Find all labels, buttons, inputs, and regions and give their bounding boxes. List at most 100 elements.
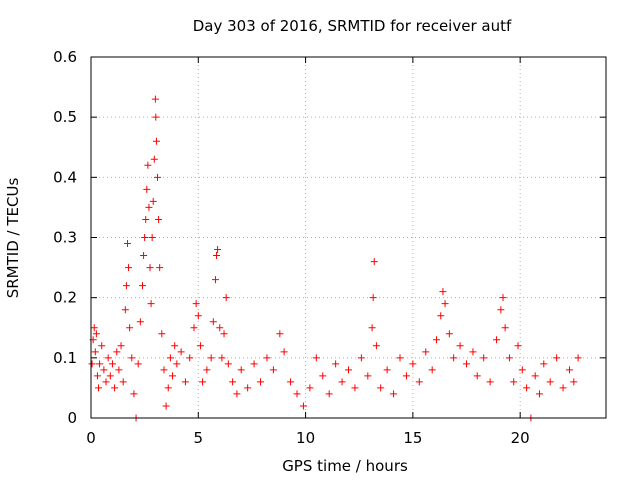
y-axis-label: SRMTID / TECUs	[4, 178, 22, 299]
data-point	[158, 330, 166, 338]
data-point	[237, 366, 245, 374]
data-point	[143, 185, 151, 193]
data-point	[154, 173, 162, 181]
data-point	[156, 264, 164, 272]
y-tick-label: 0.5	[53, 108, 77, 126]
data-point	[199, 378, 207, 386]
data-point	[338, 378, 346, 386]
data-point	[441, 300, 449, 308]
x-tick-label: 15	[403, 429, 422, 447]
data-point	[203, 366, 211, 374]
data-point	[95, 384, 103, 392]
data-point	[325, 390, 333, 398]
x-tick-labels: 0 5 10 15 20	[86, 429, 529, 447]
data-point	[98, 342, 106, 350]
data-point	[351, 384, 359, 392]
data-point	[372, 342, 380, 350]
data-point	[293, 390, 301, 398]
data-point	[147, 300, 155, 308]
data-point	[196, 342, 204, 350]
data-point	[126, 324, 134, 332]
data-point	[499, 294, 507, 302]
data-point	[92, 330, 100, 338]
data-point	[207, 354, 215, 362]
data-point	[93, 372, 101, 380]
data-point	[173, 360, 181, 368]
data-point	[145, 203, 153, 211]
data-point	[364, 372, 372, 380]
data-point	[415, 378, 423, 386]
data-point	[559, 384, 567, 392]
data-point	[91, 348, 99, 356]
data-point	[497, 306, 505, 314]
data-point	[469, 348, 477, 356]
data-point	[514, 342, 522, 350]
data-point	[287, 378, 295, 386]
data-point	[518, 366, 526, 374]
data-point	[402, 372, 410, 380]
y-tick-label: 0	[67, 409, 77, 427]
data-point	[445, 330, 453, 338]
data-point	[151, 95, 159, 103]
x-tick-label: 10	[296, 429, 315, 447]
data-point	[357, 354, 365, 362]
data-point	[229, 378, 237, 386]
data-point	[546, 378, 554, 386]
data-point	[117, 342, 125, 350]
data-point	[409, 360, 417, 368]
data-point	[523, 384, 531, 392]
y-tick-labels: 0 0.1 0.2 0.3 0.4 0.5 0.6	[53, 48, 77, 427]
data-point	[194, 312, 202, 320]
data-point	[160, 366, 168, 374]
data-point	[142, 215, 150, 223]
data-point	[250, 360, 258, 368]
data-point	[224, 360, 232, 368]
data-point	[141, 234, 149, 241]
data-point	[90, 324, 98, 332]
data-point	[233, 390, 241, 398]
x-axis-label: GPS time / hours	[282, 457, 408, 475]
data-point	[213, 252, 221, 260]
data-point	[535, 390, 543, 398]
data-point	[144, 161, 152, 169]
data-point	[146, 264, 154, 272]
data-point	[540, 360, 548, 368]
data-point	[432, 336, 440, 344]
x-tick-label: 0	[86, 429, 96, 447]
data-point	[332, 360, 340, 368]
data-point	[190, 324, 198, 332]
data-point	[155, 215, 163, 223]
data-point	[306, 384, 314, 392]
data-point	[177, 348, 185, 356]
data-point	[370, 258, 378, 266]
data-point	[166, 354, 174, 362]
data-point	[181, 378, 189, 386]
data-point	[209, 318, 217, 326]
y-tick-label: 0.6	[53, 48, 77, 66]
data-point	[257, 378, 265, 386]
data-point	[108, 360, 116, 368]
data-point	[369, 294, 377, 302]
y-tick-label: 0.4	[53, 168, 77, 186]
data-point	[570, 378, 578, 386]
data-point	[96, 360, 104, 368]
data-point	[263, 354, 271, 362]
data-point	[121, 306, 129, 314]
x-tick-label: 5	[194, 429, 204, 447]
data-point	[214, 246, 222, 254]
plot-frame	[90, 56, 607, 419]
chart-title: Day 303 of 2016, SRMTID for receiver aut…	[193, 17, 512, 35]
data-point	[456, 342, 464, 350]
data-point	[150, 155, 158, 163]
data-point	[125, 264, 133, 272]
y-tick-label: 0.3	[53, 229, 77, 247]
data-point	[439, 288, 447, 296]
data-point	[377, 384, 385, 392]
data-point	[422, 348, 430, 356]
data-point	[319, 372, 327, 380]
data-points	[88, 95, 582, 422]
data-point	[113, 348, 121, 356]
data-point	[473, 372, 481, 380]
